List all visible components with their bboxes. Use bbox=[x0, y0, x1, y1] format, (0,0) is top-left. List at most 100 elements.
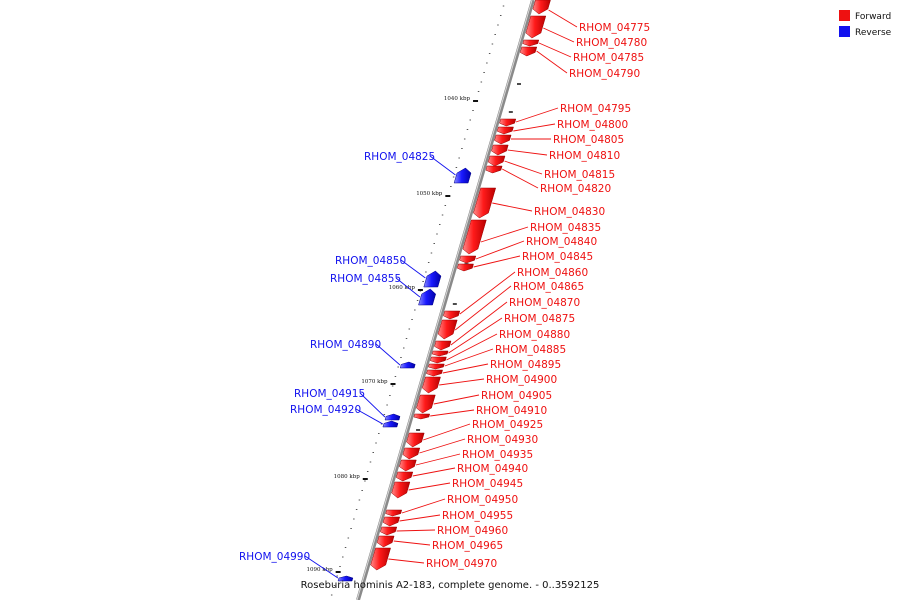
gene-feature-rhom-04870[interactable] bbox=[434, 340, 452, 351]
leader-line bbox=[423, 423, 471, 441]
gene-label-rhom-04815[interactable]: RHOM_04815 bbox=[544, 169, 615, 181]
gene-feature-rhom-04810[interactable] bbox=[491, 144, 509, 156]
gene-feature-rhom-04935[interactable] bbox=[399, 459, 417, 472]
gene-label-rhom-04970[interactable]: RHOM_04970 bbox=[426, 558, 497, 570]
legend-forward-label: Forward bbox=[855, 12, 891, 22]
gene-feature-rhom-04970[interactable] bbox=[370, 547, 391, 571]
leader-line bbox=[473, 255, 521, 268]
gene-label-rhom-04880[interactable]: RHOM_04880 bbox=[499, 329, 570, 341]
gene-feature-rhom-04905[interactable] bbox=[416, 394, 436, 414]
gene-label-rhom-04865[interactable]: RHOM_04865 bbox=[513, 281, 584, 293]
chromosome-backbone bbox=[356, 0, 535, 600]
gene-feature-rhom-04785[interactable] bbox=[522, 39, 540, 47]
gene-feature-rhom-04885[interactable] bbox=[428, 363, 445, 370]
gene-feature-rhom-04795[interactable] bbox=[499, 118, 517, 127]
gene-label-rhom-04825[interactable]: RHOM_04825 bbox=[364, 151, 435, 163]
gene-label-rhom-04935[interactable]: RHOM_04935 bbox=[462, 449, 533, 461]
gene-label-rhom-04820[interactable]: RHOM_04820 bbox=[540, 183, 611, 195]
gene-label-rhom-04890[interactable]: RHOM_04890 bbox=[310, 339, 381, 351]
gene-label-rhom-04950[interactable]: RHOM_04950 bbox=[447, 494, 518, 506]
gene-label-rhom-04790[interactable]: RHOM_04790 bbox=[569, 68, 640, 80]
gene-feature-rhom-04825[interactable] bbox=[453, 167, 472, 184]
gene-label-rhom-04945[interactable]: RHOM_04945 bbox=[452, 478, 523, 490]
leader-line bbox=[399, 514, 441, 522]
gene-label-rhom-04780[interactable]: RHOM_04780 bbox=[576, 37, 647, 49]
gene-feature-rhom-04775[interactable] bbox=[532, 0, 551, 15]
gene-label-rhom-04795[interactable]: RHOM_04795 bbox=[560, 103, 631, 115]
gene-feature-rhom-04805[interactable] bbox=[494, 134, 512, 145]
gene-label-rhom-04965[interactable]: RHOM_04965 bbox=[432, 540, 503, 552]
gene-label-rhom-04830[interactable]: RHOM_04830 bbox=[534, 206, 605, 218]
gene-feature-rhom-04880[interactable] bbox=[429, 356, 447, 364]
gene-feature-rhom-04915[interactable] bbox=[384, 413, 401, 421]
gene-feature-rhom-04940[interactable] bbox=[395, 471, 414, 482]
tick-label: 1060 kbp bbox=[389, 285, 416, 291]
gene-features bbox=[337, 0, 551, 582]
gene-label-rhom-04845[interactable]: RHOM_04845 bbox=[522, 251, 593, 263]
gene-feature-rhom-04855[interactable] bbox=[418, 288, 436, 306]
gene-label-rhom-04960[interactable]: RHOM_04960 bbox=[437, 525, 508, 537]
gene-feature-rhom-04865[interactable] bbox=[437, 319, 458, 340]
gene-label-rhom-04800[interactable]: RHOM_04800 bbox=[557, 119, 628, 131]
leader-line bbox=[393, 540, 431, 546]
gene-feature-rhom-04910[interactable] bbox=[413, 413, 431, 420]
gene-feature-rhom-04990[interactable] bbox=[337, 575, 354, 582]
gene-feature-rhom-04895[interactable] bbox=[426, 369, 443, 377]
leader-line bbox=[430, 409, 475, 417]
gene-label-rhom-04840[interactable]: RHOM_04840 bbox=[526, 236, 597, 248]
gene-feature-rhom-04835[interactable] bbox=[462, 219, 487, 255]
leader-line bbox=[433, 394, 480, 405]
gene-label-rhom-04930[interactable]: RHOM_04930 bbox=[467, 434, 538, 446]
gene-label-rhom-04925[interactable]: RHOM_04925 bbox=[472, 419, 543, 431]
leader-line bbox=[415, 453, 461, 466]
gene-label-rhom-04910[interactable]: RHOM_04910 bbox=[476, 405, 547, 417]
gene-feature-rhom-04830[interactable] bbox=[473, 187, 497, 219]
gene-label-rhom-04810[interactable]: RHOM_04810 bbox=[549, 150, 620, 162]
gene-feature-rhom-04955[interactable] bbox=[382, 516, 401, 527]
gene-label-rhom-04860[interactable]: RHOM_04860 bbox=[517, 267, 588, 279]
gene-label-rhom-04990[interactable]: RHOM_04990 bbox=[239, 551, 310, 563]
gene-label-rhom-04875[interactable]: RHOM_04875 bbox=[504, 313, 575, 325]
gene-feature-rhom-04790[interactable] bbox=[519, 46, 538, 57]
gene-label-rhom-04835[interactable]: RHOM_04835 bbox=[530, 222, 601, 234]
gene-label-rhom-04915[interactable]: RHOM_04915 bbox=[294, 388, 365, 400]
gene-label-rhom-04805[interactable]: RHOM_04805 bbox=[553, 134, 624, 146]
leader-line bbox=[395, 277, 421, 298]
gene-label-rhom-04855[interactable]: RHOM_04855 bbox=[330, 273, 401, 285]
gene-label-rhom-04905[interactable]: RHOM_04905 bbox=[481, 390, 552, 402]
tick-label: 1080 kbp bbox=[334, 474, 361, 480]
gene-feature-rhom-04925[interactable] bbox=[406, 432, 425, 448]
tick-label: 1090 kbp bbox=[307, 567, 334, 573]
gene-feature-rhom-04815[interactable] bbox=[487, 155, 506, 167]
gene-label-rhom-04870[interactable]: RHOM_04870 bbox=[509, 297, 580, 309]
gene-feature-rhom-04890[interactable] bbox=[399, 361, 416, 369]
gene-label-rhom-04885[interactable]: RHOM_04885 bbox=[495, 344, 566, 356]
gene-label-rhom-04900[interactable]: RHOM_04900 bbox=[486, 374, 557, 386]
gene-feature-rhom-04920[interactable] bbox=[382, 420, 399, 428]
gene-feature-rhom-04820[interactable] bbox=[485, 165, 503, 174]
gene-label-rhom-04920[interactable]: RHOM_04920 bbox=[290, 404, 361, 416]
gene-label-rhom-04850[interactable]: RHOM_04850 bbox=[335, 255, 406, 267]
gene-feature-rhom-04780[interactable] bbox=[525, 15, 547, 39]
leader-line bbox=[492, 202, 533, 212]
gene-feature-rhom-04800[interactable] bbox=[496, 126, 514, 135]
gene-feature-rhom-04930[interactable] bbox=[402, 447, 421, 460]
gene-feature-rhom-04875[interactable] bbox=[431, 350, 449, 357]
gene-feature-rhom-04850[interactable] bbox=[423, 270, 442, 288]
gene-label-rhom-04775[interactable]: RHOM_04775 bbox=[579, 22, 650, 34]
leader-line bbox=[400, 259, 426, 279]
gene-feature-rhom-04900[interactable] bbox=[422, 376, 441, 394]
legend-reverse-swatch bbox=[839, 26, 850, 37]
gene-label-rhom-04785[interactable]: RHOM_04785 bbox=[573, 52, 644, 64]
gene-feature-rhom-04860[interactable] bbox=[443, 310, 461, 320]
gene-label-rhom-04955[interactable]: RHOM_04955 bbox=[442, 510, 513, 522]
gene-feature-rhom-04845[interactable] bbox=[456, 263, 474, 272]
gene-feature-rhom-04960[interactable] bbox=[380, 526, 398, 536]
gene-feature-rhom-04950[interactable] bbox=[385, 509, 403, 517]
gene-label-rhom-04940[interactable]: RHOM_04940 bbox=[457, 463, 528, 475]
leader-line bbox=[536, 50, 568, 74]
gene-feature-rhom-04945[interactable] bbox=[391, 481, 411, 499]
gene-feature-rhom-04965[interactable] bbox=[376, 535, 395, 548]
gene-feature-rhom-04840[interactable] bbox=[459, 255, 477, 264]
gene-label-rhom-04895[interactable]: RHOM_04895 bbox=[490, 359, 561, 371]
